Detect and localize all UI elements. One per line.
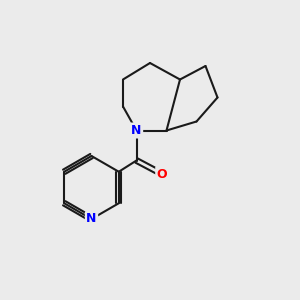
Text: N: N <box>86 212 97 226</box>
Text: N: N <box>131 124 142 137</box>
Text: O: O <box>157 167 167 181</box>
